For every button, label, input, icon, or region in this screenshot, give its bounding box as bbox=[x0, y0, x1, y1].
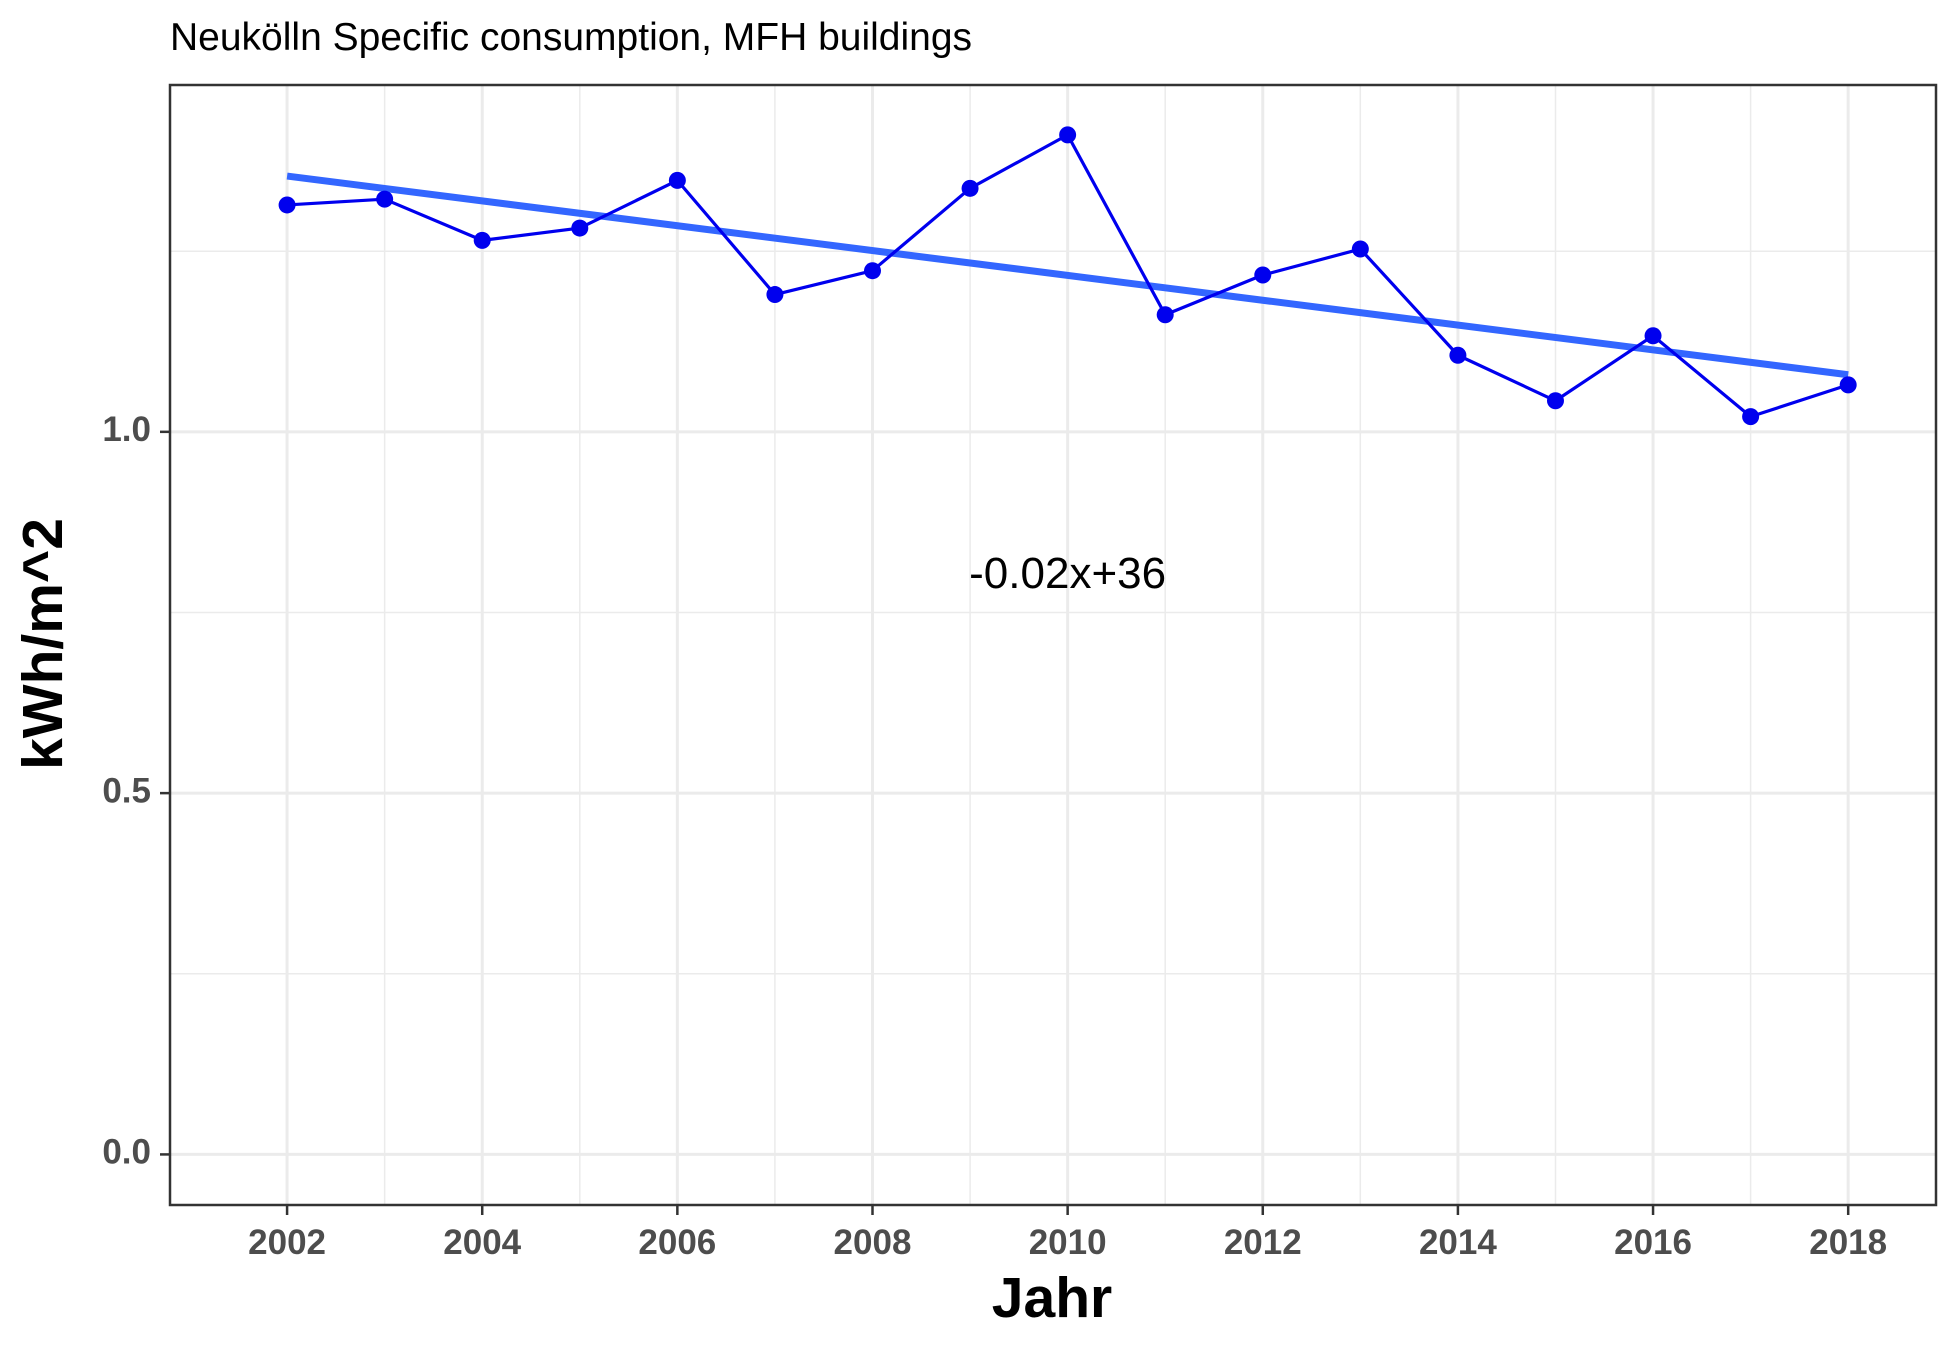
data-point bbox=[863, 262, 881, 280]
data-point bbox=[278, 196, 296, 214]
annotation-group: -0.02x+36 bbox=[969, 549, 1166, 598]
data-point bbox=[571, 219, 589, 237]
x-tick-label: 2008 bbox=[834, 1223, 912, 1262]
x-tick-label: 2006 bbox=[638, 1223, 716, 1262]
data-point bbox=[473, 231, 491, 249]
data-point bbox=[1351, 240, 1369, 258]
data-point bbox=[1742, 408, 1760, 426]
x-tick-label: 2010 bbox=[1029, 1223, 1107, 1262]
y-tick-label: 0.5 bbox=[102, 771, 151, 810]
data-point bbox=[1254, 266, 1272, 284]
x-tick-label: 2012 bbox=[1224, 1223, 1302, 1262]
trend-line-group bbox=[286, 172, 1849, 379]
y-axis: 0.0 0.5 1.0 bbox=[102, 410, 170, 1172]
x-tick-label: 2004 bbox=[443, 1223, 521, 1262]
data-point bbox=[668, 171, 686, 189]
data-point bbox=[1839, 376, 1857, 394]
data-point bbox=[766, 286, 784, 304]
x-tick-label: 2016 bbox=[1614, 1223, 1692, 1262]
x-axis: 2002 2004 2006 2008 2010 2012 2014 2016 2018 bbox=[248, 1205, 1887, 1262]
plot-panel-border bbox=[168, 83, 1938, 1207]
x-tick-label: 2002 bbox=[248, 1223, 326, 1262]
x-tick-label: 2014 bbox=[1419, 1223, 1497, 1262]
data-point bbox=[1644, 327, 1662, 345]
x-tick-label: 2018 bbox=[1809, 1223, 1887, 1262]
grid bbox=[170, 85, 1936, 1205]
data-point bbox=[376, 190, 394, 208]
y-tick-label: 1.0 bbox=[102, 410, 151, 449]
trend-line bbox=[286, 172, 1849, 379]
chart-title: Neukölln Specific consumption, MFH build… bbox=[170, 16, 972, 59]
data-point bbox=[1059, 126, 1077, 144]
series-group bbox=[278, 126, 1857, 426]
data-point bbox=[1156, 306, 1174, 324]
data-point bbox=[1449, 346, 1467, 364]
x-axis-title: Jahr bbox=[992, 1266, 1112, 1330]
equation-annotation: -0.02x+36 bbox=[969, 549, 1166, 598]
data-point bbox=[1546, 392, 1564, 410]
y-axis-title: kWh/m^2 bbox=[11, 518, 75, 770]
data-point bbox=[961, 179, 979, 197]
y-tick-label: 0.0 bbox=[102, 1133, 151, 1172]
